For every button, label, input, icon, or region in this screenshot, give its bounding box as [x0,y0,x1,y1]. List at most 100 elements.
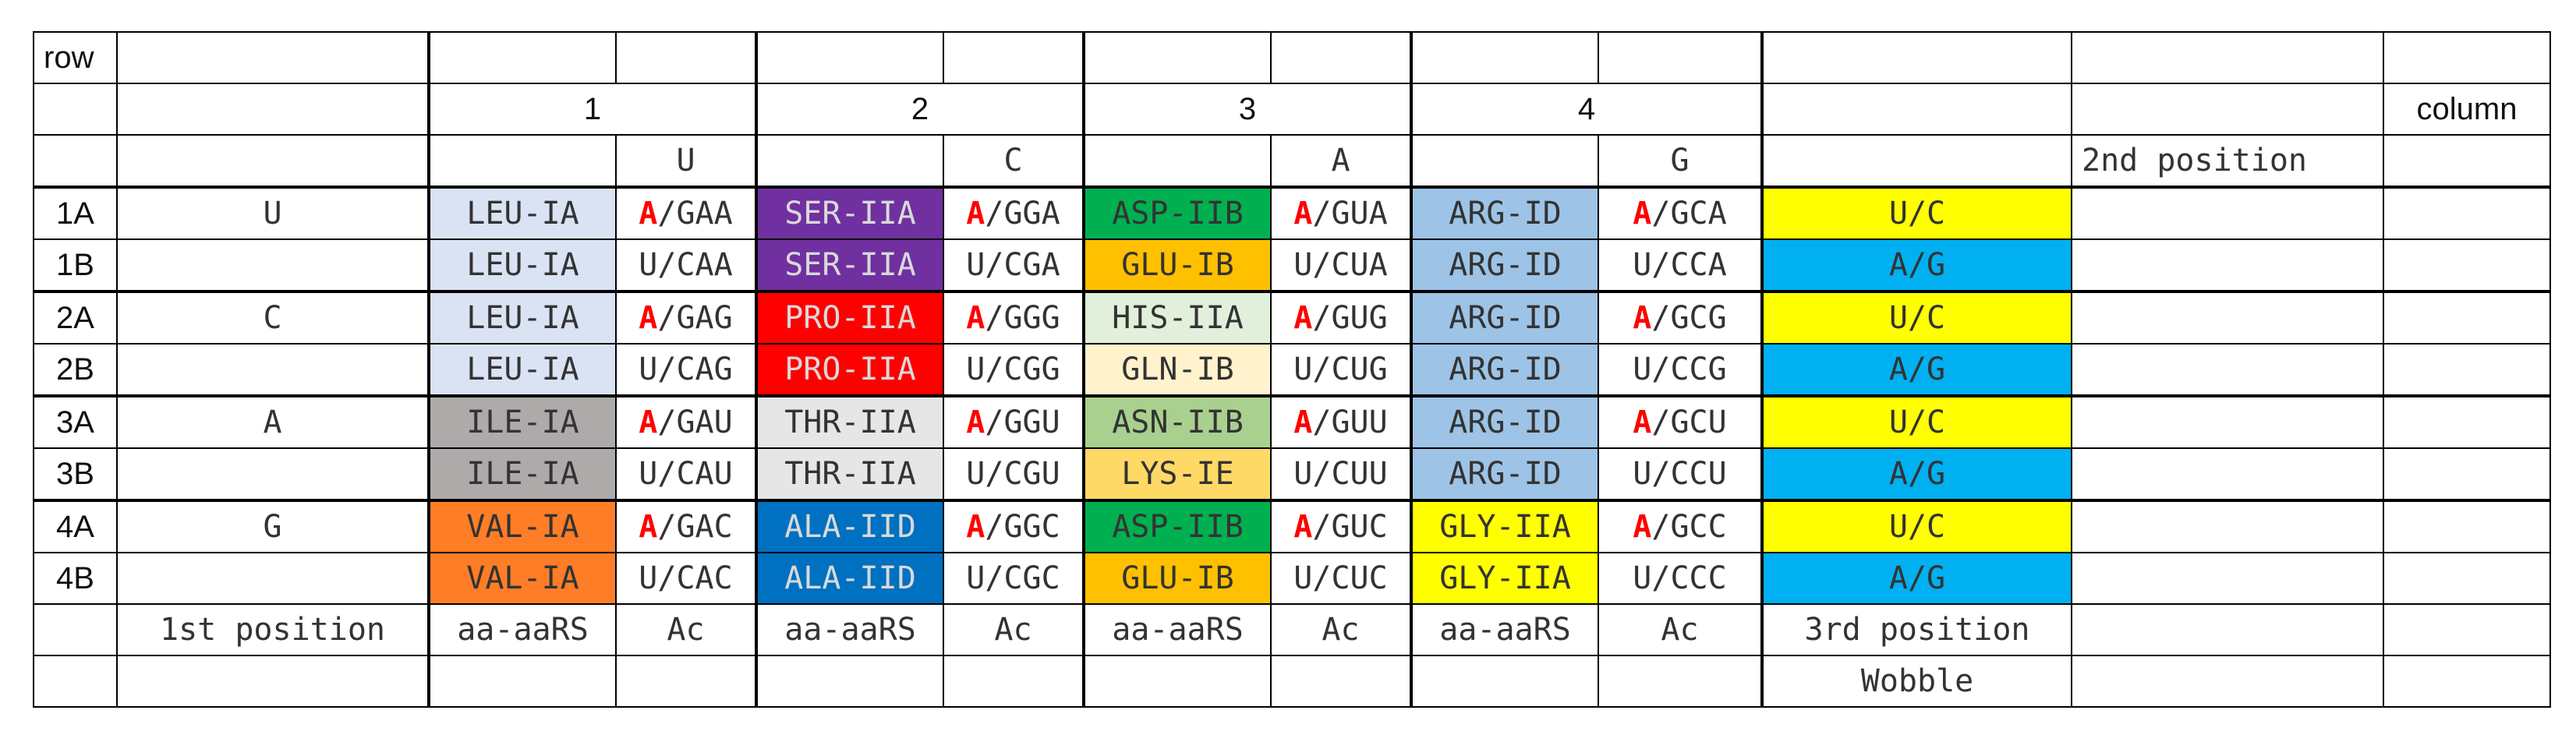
empty-cell [2383,499,2551,553]
empty-cell [755,134,944,188]
anticodon-text: U/CAU [639,456,733,492]
aa-aars-cell: THR-IIA [755,447,944,501]
empty-cell [2383,343,2551,397]
anticodon-text: U/CGC [966,560,1060,596]
red-a-letter: A [966,405,985,440]
empty-cell [2383,394,2551,449]
red-a-letter: A [639,509,658,545]
empty-cell [1598,31,1763,84]
empty-cell [2071,603,2384,656]
anticodon-cell: U/CAC [615,552,757,605]
anticodon-cell: A/GGG [943,290,1085,344]
footer-wobble-row: Wobble [33,655,2551,708]
red-a-letter: A [966,196,985,231]
empty-cell [2383,655,2551,708]
empty-cell [2071,655,2384,708]
empty-cell [116,134,430,188]
aa-aars-cell: LYS-IE [1082,447,1272,501]
anticodon-cell: U/CUA [1270,238,1412,292]
aa-aars-label-1: aa-aaRS [427,603,617,656]
empty-cell [1410,31,1599,84]
empty-cell [1760,83,2072,136]
anticodon-cell: U/CUC [1270,552,1412,605]
empty-cell [2383,186,2551,240]
anticodon-text: /GGC [985,509,1060,545]
anticodon-text: U/CAA [639,247,733,283]
codon-row: 4B VAL-IA U/CAC ALA-IID U/CGC GLU-IB U/CUC GLY-… [33,552,2551,605]
anticodon-cell: U/CAA [615,238,757,292]
red-a-letter: A [1293,196,1313,231]
first-position-base [116,552,430,605]
red-a-letter: A [1633,196,1652,231]
empty-cell [33,134,118,188]
aa-aars-label-4: aa-aaRS [1410,603,1599,656]
aa-aars-cell: HIS-IIA [1082,290,1272,344]
aa-aars-cell: GLN-IB [1082,343,1272,397]
anticodon-cell: U/CCG [1598,343,1763,397]
anticodon-cell: U/CCU [1598,447,1763,501]
aa-aars-cell: ARG-ID [1410,186,1599,240]
anticodon-cell: A/GCC [1598,499,1763,553]
empty-cell [2071,186,2384,240]
aa-aars-cell: ARG-ID [1410,238,1599,292]
aa-aars-cell: SER-IIA [755,238,944,292]
red-a-letter: A [966,300,985,336]
empty-cell [2383,290,2551,344]
empty-cell [1760,134,2072,188]
second-base-C: C [943,134,1085,188]
empty-cell [2071,394,2384,449]
ac-label-1: Ac [615,603,757,656]
anticodon-text: U/CCG [1633,352,1727,387]
ac-label-2: Ac [943,603,1085,656]
empty-cell [2071,499,2384,553]
anticodon-cell: U/CAU [615,447,757,501]
empty-cell [943,31,1085,84]
anticodon-cell: A/GUA [1270,186,1412,240]
aa-aars-cell: ASP-IIB [1082,499,1272,553]
anticodon-text: U/CUA [1293,247,1388,283]
codon-row: 2A C LEU-IA A/GAG PRO-IIA A/GGG HIS-IIA A/GUG AR… [33,290,2551,344]
empty-cell [1270,31,1412,84]
anticodon-cell: A/GAU [615,394,757,449]
codon-row: 1B LEU-IA U/CAA SER-IIA U/CGA GLU-IB U/CUA ARG-… [33,238,2551,292]
row-id: 2A [33,290,118,344]
aa-aars-cell: ASN-IIB [1082,394,1272,449]
column-number-2: 2 [755,83,1085,136]
empty-cell [427,134,617,188]
aa-aars-cell: THR-IIA [755,394,944,449]
aa-aars-cell: ALA-IID [755,499,944,553]
aa-aars-cell: PRO-IIA [755,343,944,397]
empty-cell [2383,447,2551,501]
anticodon-text: U/CUU [1293,456,1388,492]
wobble-cell: A/G [1760,238,2072,292]
first-position-base: C [116,290,430,344]
row-id: 4B [33,552,118,605]
anticodon-cell: U/CUG [1270,343,1412,397]
empty-cell [116,655,430,708]
anticodon-cell: A/GGA [943,186,1085,240]
red-a-letter: A [639,405,658,440]
empty-cell [755,655,944,708]
column-number-1: 1 [427,83,757,136]
empty-cell [2071,31,2384,84]
empty-cell [2071,83,2384,136]
row-id: 1B [33,238,118,292]
empty-cell [1082,134,1272,188]
anticodon-text: /GUA [1312,196,1388,231]
column-number-3: 3 [1082,83,1412,136]
anticodon-cell: A/GUC [1270,499,1412,553]
anticodon-cell: A/GGC [943,499,1085,553]
red-a-letter: A [1633,405,1652,440]
first-position-base [116,238,430,292]
anticodon-text: /GCA [1651,196,1727,231]
empty-cell [1760,31,2072,84]
empty-cell [943,655,1085,708]
wobble-cell: U/C [1760,186,2072,240]
aa-aars-cell: ARG-ID [1410,447,1599,501]
anticodon-text: /GAA [657,196,733,231]
anticodon-cell: U/CGG [943,343,1085,397]
anticodon-cell: U/CAG [615,343,757,397]
red-a-letter: A [639,196,658,231]
aa-aars-cell: VAL-IA [427,499,617,553]
red-a-letter: A [639,300,658,336]
